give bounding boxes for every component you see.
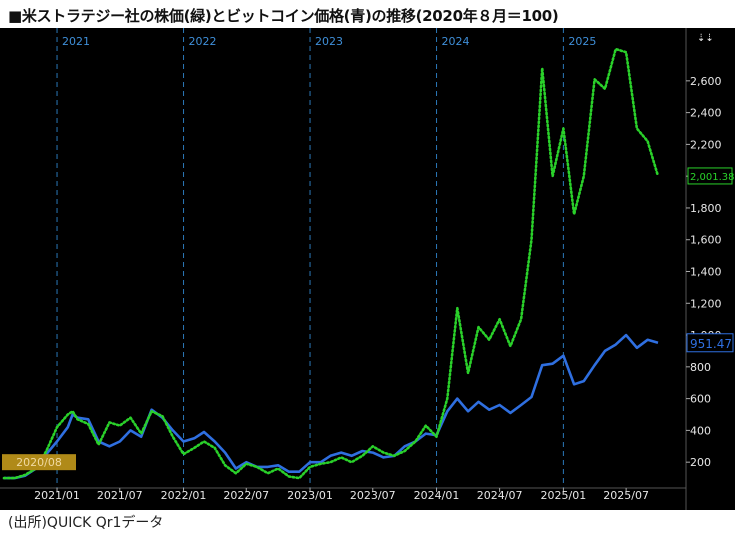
y-tick-label: 2,400 xyxy=(690,107,722,120)
y-tick-label: 2,200 xyxy=(690,138,722,151)
series-line-bitcoin xyxy=(4,333,659,480)
y-tick-label: 1,800 xyxy=(690,202,722,215)
x-tick-label: 2025/07 xyxy=(603,489,649,502)
y-tick-label: 1,200 xyxy=(690,297,722,310)
y-tick-label: 200 xyxy=(690,456,711,469)
x-tick-label: 2025/01 xyxy=(541,489,587,502)
x-tick-label: 2021/01 xyxy=(34,489,80,502)
series-layer xyxy=(2,47,660,480)
series-line-strategy xyxy=(2,47,660,480)
last-value-label-strategy: 2,001.38 xyxy=(690,172,735,183)
source-note: (出所)QUICK Qr1データ xyxy=(8,515,164,531)
year-marker-label: 2024 xyxy=(442,35,470,48)
last-value-badge-strategy xyxy=(687,167,733,185)
x-tick-label: 2021/07 xyxy=(97,489,143,502)
last-value-label-bitcoin: 951.47 xyxy=(690,337,732,351)
x-axis: 2021/01 2021/07 2022/01 2022/07 2023/01 2023/… xyxy=(34,488,649,502)
y-tick-label: 2,600 xyxy=(690,75,722,88)
x-tick-label: 2023/01 xyxy=(287,489,333,502)
x-tick-label: 2022/01 xyxy=(161,489,207,502)
x-tick-label: 2024/01 xyxy=(414,489,460,502)
year-marker-label: 2025 xyxy=(568,35,596,48)
y-tick-label: 800 xyxy=(690,361,711,374)
x-tick-label: 2024/07 xyxy=(477,489,523,502)
year-marker-label: 2023 xyxy=(315,35,343,48)
year-markers: 2021 2022 2023 2024 2025 xyxy=(56,28,596,488)
year-marker-label: 2021 xyxy=(62,35,90,48)
y-tick-label: 600 xyxy=(690,393,711,406)
last-value-badge-bitcoin xyxy=(686,333,734,353)
chart-background xyxy=(0,28,735,510)
value-labels: 2,001.38 951.47 2020/08 xyxy=(2,167,735,471)
y-tick-label: 1,400 xyxy=(690,266,722,279)
scroll-marker-icon: ⇣⇣ xyxy=(697,33,714,44)
chart-title: ■米ストラテジー社の株価(緑)とビットコイン価格(青)の推移(2020年８月＝1… xyxy=(8,7,559,25)
y-tick-label: 400 xyxy=(690,424,711,437)
x-tick-label: 2022/07 xyxy=(223,489,269,502)
start-label-badge xyxy=(2,454,76,471)
start-label: 2020/08 xyxy=(16,456,62,469)
x-tick-label: 2023/07 xyxy=(350,489,396,502)
year-marker-label: 2022 xyxy=(189,35,217,48)
y-tick-label: 1,600 xyxy=(690,234,722,247)
